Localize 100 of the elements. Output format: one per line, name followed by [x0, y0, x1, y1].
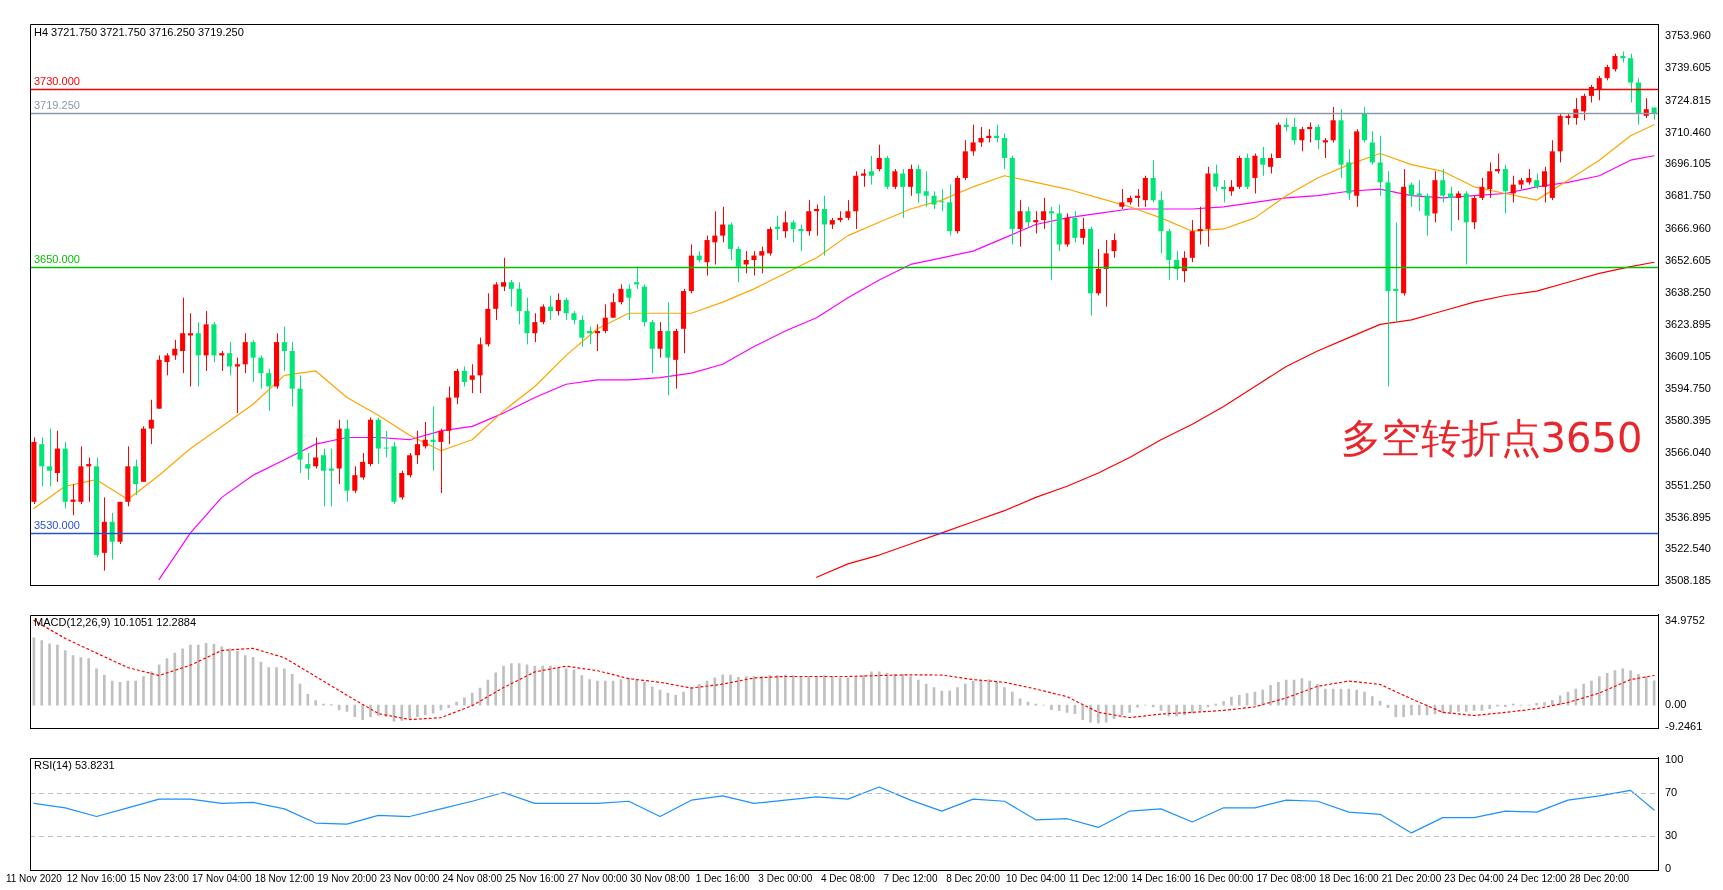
x-tick-label: 27 Nov 00:00	[567, 872, 628, 884]
bar	[948, 690, 951, 706]
bar	[1394, 704, 1398, 718]
candlestick	[500, 257, 507, 292]
bar	[1504, 704, 1507, 707]
bar	[40, 640, 44, 706]
bar	[721, 674, 725, 706]
candlestick	[508, 279, 514, 308]
candlestick	[1213, 164, 1219, 192]
candlestick	[751, 250, 757, 277]
bar	[924, 683, 928, 706]
candlestick	[610, 292, 616, 319]
bar	[1136, 704, 1139, 708]
candlestick	[892, 168, 898, 190]
bar	[1308, 680, 1312, 706]
candlestick	[1448, 186, 1454, 232]
candlestick	[1314, 124, 1321, 150]
candlestick	[313, 436, 319, 470]
candlestick	[1119, 188, 1125, 210]
x-tick-label: 18 Dec 16:00	[1319, 872, 1380, 884]
y-tick-label: 3638.250	[1665, 285, 1711, 298]
candlestick	[790, 219, 796, 243]
candlestick	[1001, 133, 1007, 170]
ref-line-label: 3719.250	[34, 99, 80, 112]
bar	[56, 644, 59, 706]
bar	[901, 673, 905, 706]
y-tick-label: 3580.395	[1665, 414, 1711, 427]
candlestick	[821, 195, 827, 257]
y-tick-label: 3666.960	[1665, 222, 1711, 235]
bar	[510, 663, 513, 706]
candlestick	[70, 483, 76, 516]
bar	[173, 652, 177, 706]
bar	[1363, 691, 1366, 706]
candlestick	[1197, 206, 1203, 245]
bar	[63, 650, 67, 706]
bar	[1644, 676, 1648, 706]
bar	[1331, 688, 1335, 706]
candlestick	[626, 283, 632, 321]
bar	[1277, 681, 1280, 706]
bar	[95, 668, 98, 706]
chart-title: H4 3721.750 3721.750 3716.250 3719.250	[34, 25, 244, 38]
candlestick	[720, 206, 726, 243]
candlestick	[250, 339, 256, 383]
bar	[134, 680, 137, 706]
candlestick	[845, 199, 851, 221]
x-tick-label: 23 Dec 04:00	[1444, 872, 1505, 884]
bar	[361, 704, 364, 720]
y-tick-label: 70	[1665, 785, 1678, 798]
x-tick-label: 10 Dec 04:00	[1006, 872, 1066, 884]
bar	[517, 663, 521, 706]
bar	[314, 700, 318, 706]
bar	[290, 673, 294, 706]
x-tick-label: 24 Dec 12:00	[1506, 872, 1567, 884]
bar	[596, 680, 599, 706]
candlestick	[1541, 166, 1548, 203]
bar	[1370, 696, 1374, 706]
candlestick	[782, 210, 788, 239]
candlestick	[657, 321, 663, 359]
bar	[760, 676, 764, 706]
bar	[1597, 676, 1601, 706]
candlestick	[430, 405, 436, 472]
bar	[1457, 704, 1460, 712]
bar	[1316, 684, 1319, 706]
bar	[1089, 704, 1092, 723]
bar	[142, 676, 145, 706]
bar	[470, 692, 474, 706]
candlestick	[281, 326, 287, 372]
bar	[854, 676, 858, 706]
bar	[228, 648, 231, 706]
y-tick-label: 30	[1665, 829, 1678, 842]
candlestick	[868, 155, 874, 186]
candlestick	[1369, 130, 1375, 166]
bar	[729, 674, 732, 706]
bar	[1081, 704, 1085, 720]
y-tick-label: 3724.815	[1665, 93, 1711, 106]
bar	[1417, 704, 1421, 716]
candlestick	[1322, 137, 1328, 159]
x-tick-label: 1 Dec 16:00	[695, 872, 751, 884]
bar	[1050, 704, 1053, 711]
candlestick	[579, 314, 585, 348]
candlestick	[258, 354, 264, 390]
bar	[635, 679, 638, 706]
candlestick	[978, 126, 984, 148]
y-tick-label: 3681.750	[1665, 189, 1711, 202]
bar	[416, 704, 419, 718]
candlestick	[1377, 135, 1383, 197]
y-tick-label: -9.2461	[1665, 720, 1703, 733]
bar	[1464, 704, 1468, 712]
candlestick	[1424, 192, 1430, 237]
bar	[236, 651, 239, 706]
candlestick	[774, 215, 781, 241]
bar	[1003, 687, 1006, 706]
candlestick	[109, 512, 115, 560]
x-tick-label: 11 Dec 12:00	[1069, 872, 1129, 884]
bar	[1535, 703, 1539, 706]
bar	[353, 704, 357, 718]
candlestick	[1025, 206, 1031, 228]
bar	[823, 675, 826, 706]
bar	[400, 704, 404, 721]
candlestick	[320, 448, 327, 507]
